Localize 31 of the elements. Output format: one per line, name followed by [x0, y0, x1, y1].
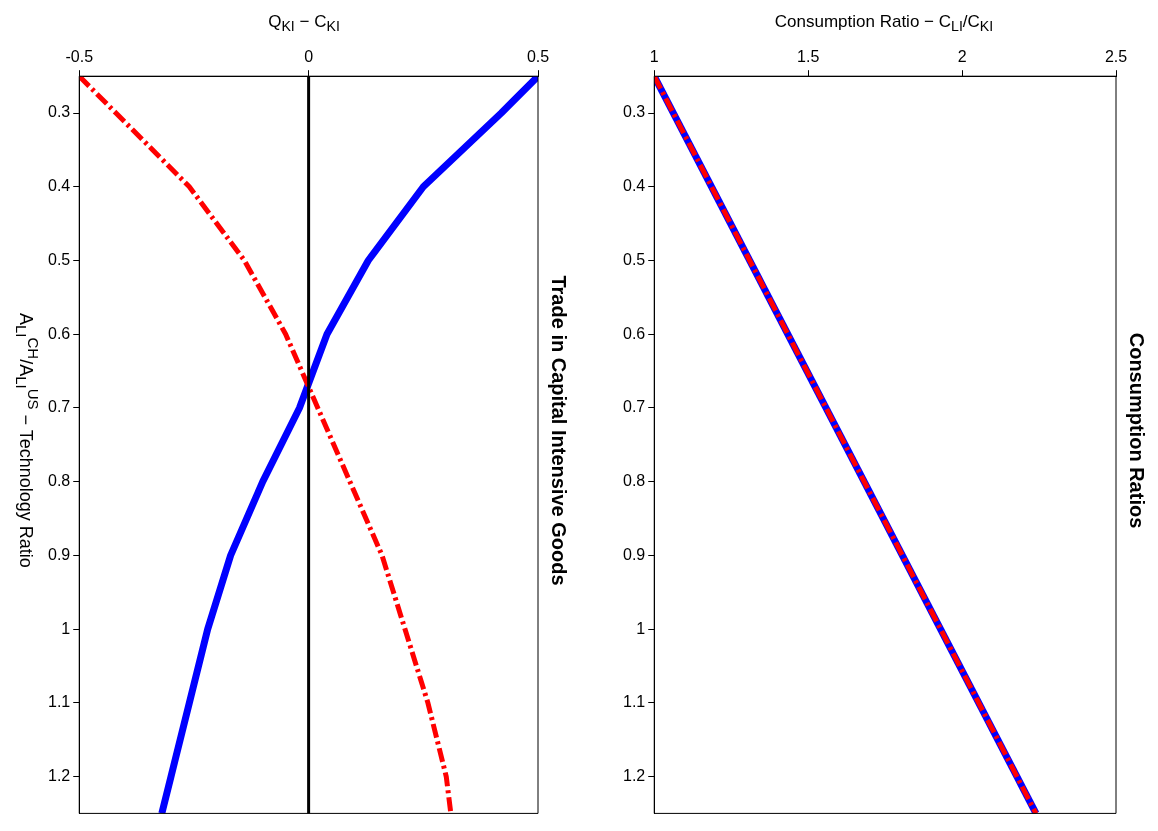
y-tick-label: 1.2: [47, 766, 71, 784]
y-tick-label: 1.1: [622, 693, 646, 711]
y-tick-label: 0.8: [47, 472, 71, 490]
x-tick-label: 1: [649, 48, 659, 66]
x-tick-label: 2: [957, 48, 967, 66]
y-tick-label: 0.4: [622, 177, 646, 195]
x-tick-label: -0.5: [65, 48, 94, 66]
y-tick-label: 0.3: [47, 103, 71, 121]
y-tick-label: 1: [61, 619, 71, 637]
text: Consumption Ratios: [1126, 332, 1149, 529]
x-tick-label: 0.5: [526, 48, 550, 66]
x-tick-label: 2.5: [1104, 48, 1128, 66]
x-axis-title: Consumption Ratio − C$_{LI}$/C$_{KI}$: [773, 12, 995, 35]
y-tick-label: 1: [636, 619, 646, 637]
y-tick-label: 0.9: [622, 545, 646, 563]
y-tick-label: 0.7: [622, 398, 646, 416]
y-tick-label: 1.2: [622, 766, 646, 784]
y-tick-label: 1.1: [47, 693, 71, 711]
y-tick-label: 0.9: [47, 545, 71, 563]
y-tick-label: 0.3: [622, 103, 646, 121]
x-axis-title: Q$_{KI}$ − C$_{KI}$: [267, 12, 341, 35]
y-tick-label: 0.8: [622, 472, 646, 490]
y-tick-label: 0.7: [47, 398, 71, 416]
y-tick-label: 0.4: [47, 177, 71, 195]
x-tick-label: 0: [304, 48, 314, 66]
y-tick-label: 0.6: [622, 324, 646, 342]
y-tick-label: 0.6: [47, 324, 71, 342]
text: Trade in Capital Intensive Goods: [548, 275, 571, 586]
x-tick-label: 1.5: [797, 48, 820, 66]
y-tick-label: 0.5: [622, 250, 646, 268]
y-tick-label: 0.5: [47, 250, 71, 268]
